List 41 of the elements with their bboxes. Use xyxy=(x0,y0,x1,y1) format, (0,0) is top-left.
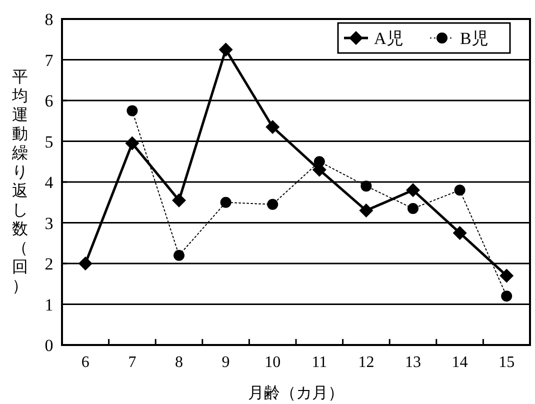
point xyxy=(360,180,372,192)
x-tick-label: 15 xyxy=(498,354,515,371)
x-tick-label: 12 xyxy=(358,354,374,371)
x-tick-label: 9 xyxy=(222,354,230,371)
y-tick-label: 2 xyxy=(44,254,54,274)
x-tick-label: 11 xyxy=(312,354,328,371)
y-tick-label: 0 xyxy=(44,336,54,355)
y-tick-label: 8 xyxy=(44,10,54,29)
legend-label: A児 xyxy=(374,29,404,48)
point xyxy=(218,42,233,57)
x-tick-label: 13 xyxy=(405,354,421,371)
point xyxy=(452,226,467,240)
point xyxy=(501,290,512,302)
point xyxy=(172,193,186,208)
x-axis-title: 月齢（カ月） xyxy=(248,384,344,402)
point xyxy=(314,156,325,168)
y-tick-label: 4 xyxy=(44,173,54,192)
x-tick-label: 8 xyxy=(175,354,183,371)
point xyxy=(220,196,232,208)
y-tick-label: 6 xyxy=(44,92,54,110)
x-tick-label: 7 xyxy=(128,354,136,371)
point xyxy=(125,136,140,150)
point xyxy=(266,120,280,134)
point xyxy=(174,250,184,261)
point xyxy=(126,105,138,116)
point xyxy=(406,183,420,198)
point xyxy=(408,202,418,214)
point xyxy=(78,256,92,270)
point xyxy=(359,204,374,218)
point xyxy=(454,184,466,196)
y-tick-label: 7 xyxy=(44,50,54,70)
legend-label: B児 xyxy=(460,29,488,48)
text: 平均運動繰り返し数（回） xyxy=(12,69,28,295)
x-tick-label: 6 xyxy=(81,354,90,371)
y-tick-label: 5 xyxy=(44,132,54,152)
y-tick-label: 3 xyxy=(44,214,54,233)
y-tick-label: 1 xyxy=(44,295,54,314)
x-tick-label: 14 xyxy=(452,354,468,371)
point xyxy=(500,268,514,283)
x-tick-label: 10 xyxy=(264,354,281,371)
point xyxy=(267,198,278,210)
